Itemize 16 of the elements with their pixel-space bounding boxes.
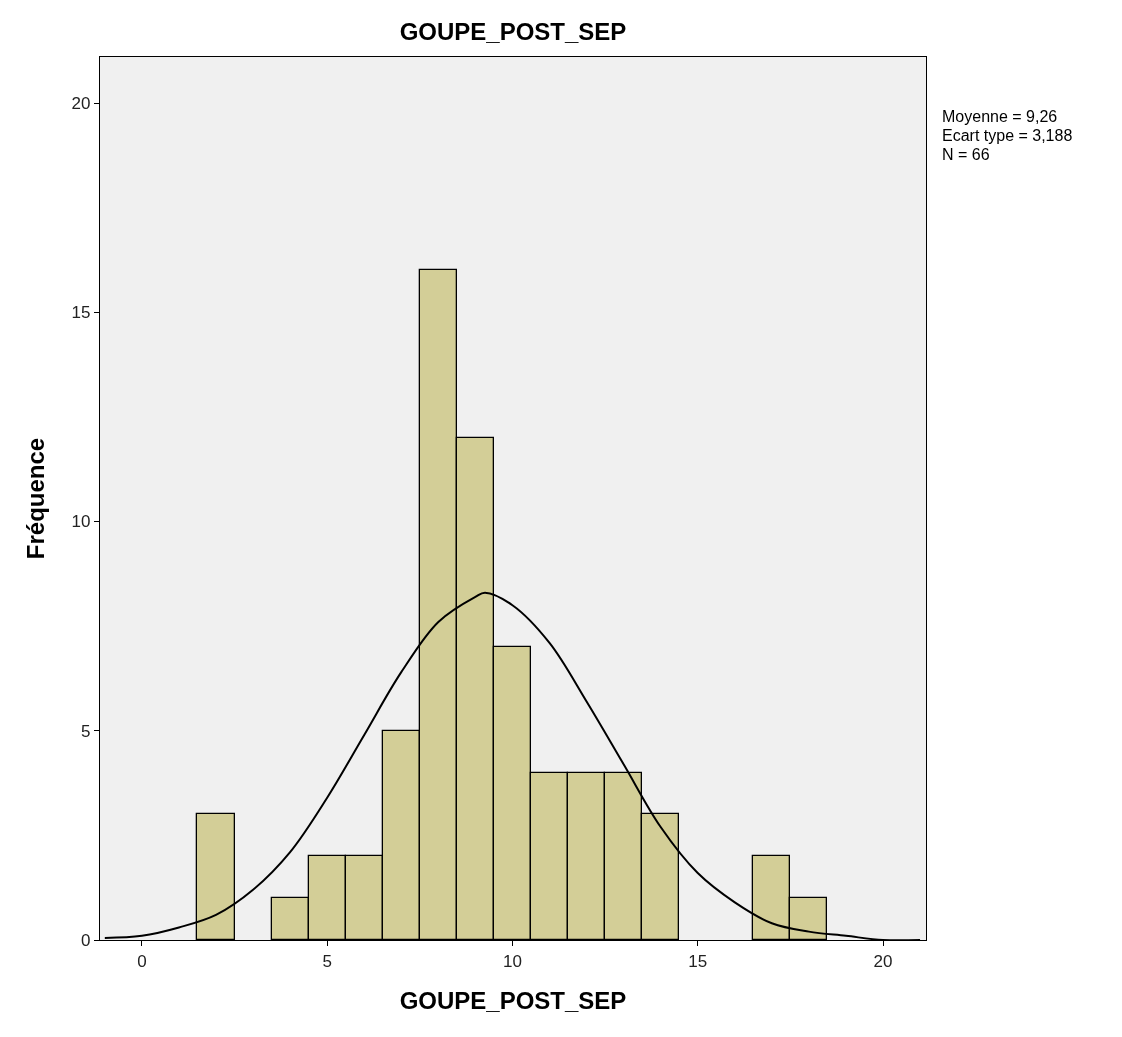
x-tick-label: 5: [322, 951, 332, 971]
y-tick-label: 15: [71, 303, 91, 323]
y-tick-label: 5: [80, 721, 91, 741]
text: Ecart type = 3,188: [942, 127, 1073, 144]
x-tick-label: 20: [873, 951, 893, 971]
y-tick-label: 10: [71, 512, 91, 532]
x-tick-label: 0: [137, 951, 147, 971]
y-axis-title: Fréquence: [21, 437, 49, 560]
x-tick-label: 15: [688, 951, 708, 971]
x-tick-label: 10: [502, 951, 522, 971]
y-tick-label: 0: [80, 930, 91, 950]
text: Moyenne = 9,26: [942, 108, 1058, 125]
text: N = 66: [942, 146, 990, 163]
chart-title: GOUPE_POST_SEP: [399, 17, 627, 45]
x-axis-title: GOUPE_POST_SEP: [399, 986, 627, 1014]
y-tick-label: 20: [71, 93, 91, 113]
